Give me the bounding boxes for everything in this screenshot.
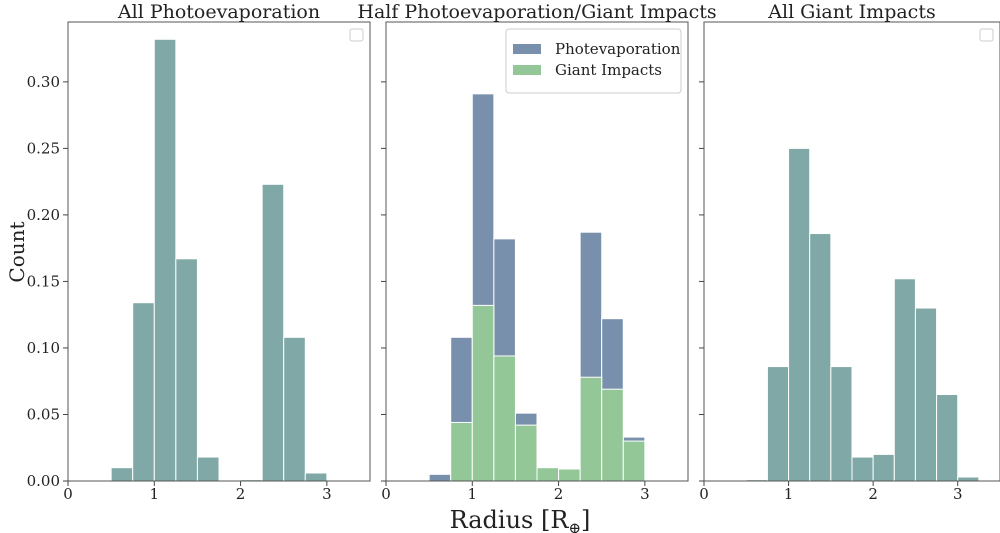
x-axis-label-symbol: ⊕	[568, 519, 581, 533]
x-tick-label: 1	[468, 485, 478, 503]
y-tick-label: 0.05	[27, 405, 60, 423]
bar-8	[283, 336, 306, 482]
legend-swatch	[513, 65, 541, 75]
bar-6	[872, 453, 895, 482]
y-tick-label: 0.25	[27, 139, 60, 157]
legend-label: Photevaporation	[555, 40, 681, 58]
y-tick-label: 0.20	[27, 206, 60, 224]
bar-7	[893, 278, 916, 482]
y-tick-label: 0.15	[27, 272, 60, 290]
panel-title: All Photoevaporation	[117, 1, 320, 23]
y-tick-label: 0.00	[27, 472, 60, 490]
bar-9	[936, 394, 959, 482]
bar-2	[788, 147, 811, 482]
y-axis-label: Count	[5, 221, 29, 282]
bar-10	[957, 476, 980, 482]
bar-giant-impacts-1	[450, 421, 473, 482]
bar-2	[153, 38, 177, 482]
bar-giant-impacts-3	[493, 355, 516, 482]
x-tick-label: 1	[784, 485, 794, 503]
x-tick-label: 0	[63, 485, 73, 503]
panel-title: Half Photoevaporation/Giant Impacts	[357, 1, 716, 23]
bar-1	[766, 366, 790, 482]
panels: 0 1 2 3 0.00 0.05 0.10 0.15 0.20 0.25 0.30 All Phot…	[27, 1, 1000, 503]
panel-1: 0 1 2 3 0.00 0.05 0.10 0.15 0.20 0.25 0.30 All Phot…	[27, 1, 371, 503]
legend-swatch	[513, 44, 541, 54]
bar-8	[914, 307, 938, 482]
x-tick-label: 2	[236, 485, 246, 503]
x-tick-label: 3	[322, 485, 332, 503]
bar-4	[830, 366, 853, 482]
x-tick-label: 2	[554, 485, 564, 503]
bar-giant-impacts-6	[558, 468, 581, 482]
y-tick-label: 0.30	[27, 73, 60, 91]
bar-1	[132, 302, 155, 482]
bar-7	[261, 183, 285, 482]
plot-frame	[703, 21, 1000, 482]
x-tick-label: 3	[640, 485, 650, 503]
x-axis-label: Radius [R⊕]	[450, 506, 591, 533]
bar-giant-impacts-8	[601, 388, 624, 482]
bar-giant-impacts-4	[514, 424, 538, 482]
x-axis-label-text: Radius [R	[450, 506, 570, 533]
bar-giant-impacts-5	[536, 467, 560, 482]
panel-2: 0 1 2 3 Half Photoevaporation/Giant Impacts P…	[357, 1, 716, 503]
legend-label: Giant Impacts	[555, 61, 662, 79]
bar-3	[809, 233, 832, 482]
x-axis-label-close: ]	[581, 506, 590, 533]
bar-0	[110, 467, 134, 482]
bar-giant-impacts-9	[622, 440, 646, 482]
legend: Photevaporation Giant Impacts	[505, 28, 682, 94]
bar-9	[304, 472, 328, 482]
x-tick-label: 0	[699, 485, 709, 503]
x-tick-label: 0	[381, 485, 391, 503]
empty-legend-box	[979, 28, 994, 42]
panel-title: All Giant Impacts	[767, 1, 935, 23]
x-tick-label: 2	[868, 485, 878, 503]
y-tick-label: 0.10	[27, 339, 60, 357]
plot-frame	[67, 21, 371, 482]
x-tick-label: 3	[953, 485, 963, 503]
bar-4	[196, 456, 220, 482]
bar-giant-impacts-7	[579, 376, 603, 482]
bar-photevaporation-0	[428, 473, 452, 482]
bar-5	[851, 456, 874, 482]
plot-frame	[385, 21, 689, 482]
bar-giant-impacts-2	[471, 304, 495, 482]
bar-3	[175, 258, 198, 482]
empty-legend-box	[349, 28, 364, 42]
panel-3: 0 1 2 3 All Giant Impacts	[699, 1, 1000, 503]
x-tick-label: 1	[150, 485, 160, 503]
legend-box	[505, 28, 682, 94]
